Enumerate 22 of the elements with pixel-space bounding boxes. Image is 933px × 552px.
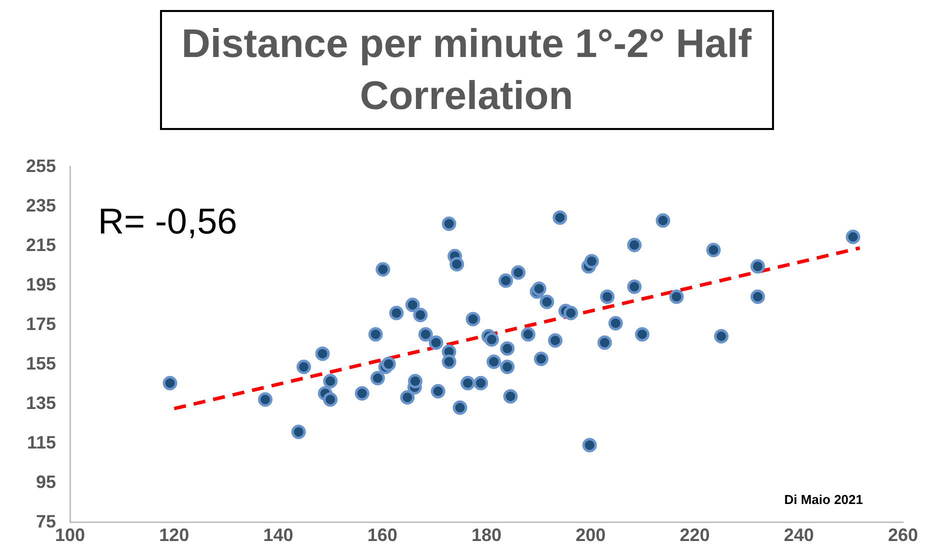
- y-tick-label: 75: [36, 511, 56, 532]
- y-tick-label: 255: [26, 156, 56, 176]
- x-tick-label: 180: [471, 525, 502, 546]
- y-tick-label: 135: [26, 392, 56, 413]
- x-tick-label: 220: [680, 525, 710, 546]
- x-tick-label: 120: [159, 525, 190, 546]
- x-tick-label: 240: [784, 525, 814, 546]
- annotation: Di Maio 2021: [784, 492, 863, 507]
- y-tick-label: 195: [26, 274, 56, 294]
- chart-title: Distance per minute 1°-2° Half Correlation: [160, 10, 774, 130]
- y-tick-label: 175: [26, 314, 56, 334]
- x-tick-label: 200: [576, 525, 606, 546]
- annotation: R= -0,56: [98, 200, 238, 242]
- y-tick-label: 115: [26, 432, 56, 452]
- y-tick-label: 155: [26, 353, 56, 374]
- x-tick-label: 100: [55, 525, 86, 546]
- y-tick-label: 235: [26, 195, 56, 216]
- x-tick-label: 260: [888, 525, 918, 546]
- y-tick-label: 215: [26, 234, 56, 255]
- y-tick-label: 95: [36, 472, 56, 492]
- x-tick-label: 140: [263, 525, 294, 546]
- x-tick-label: 160: [367, 525, 398, 546]
